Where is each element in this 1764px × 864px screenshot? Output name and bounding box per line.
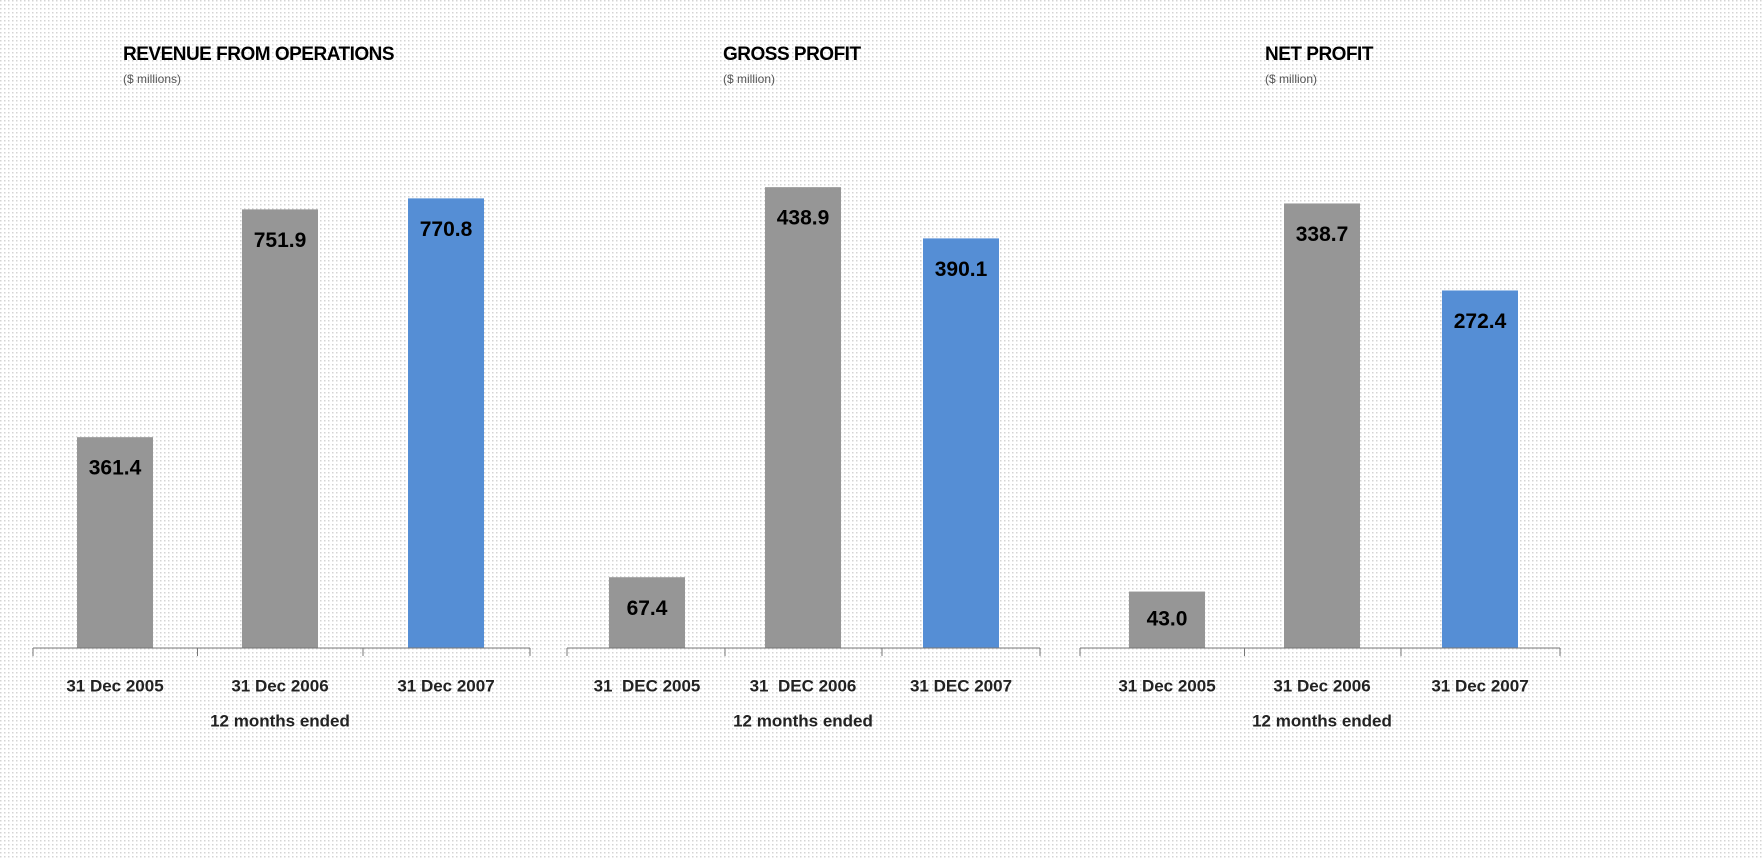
value-label: 361.4: [89, 457, 142, 480]
bar: [1129, 591, 1205, 648]
bar: [408, 198, 484, 648]
value-label: 390.1: [935, 258, 988, 281]
x-tick-label: 31 Dec 2005: [1118, 676, 1215, 695]
bar: [1284, 203, 1360, 649]
value-label: 67.4: [627, 597, 668, 620]
x-tick-label: 31 DEC 2006: [750, 676, 857, 695]
chart-title: REVENUE FROM OPERATIONS: [123, 44, 394, 65]
x-tick-label: 31 Dec 2007: [1431, 676, 1528, 695]
value-label: 43.0: [1147, 607, 1188, 630]
x-axis-label: 12 months ended: [1252, 711, 1392, 730]
chart-title: GROSS PROFIT: [723, 44, 861, 65]
bar: [923, 238, 999, 648]
x-tick-label: 31 DEC 2005: [594, 676, 701, 695]
value-label: 338.7: [1296, 223, 1349, 246]
bar: [242, 209, 318, 648]
x-tick-label: 31 Dec 2005: [66, 676, 163, 695]
bar: [765, 187, 841, 648]
chart-title: NET PROFIT: [1265, 44, 1374, 65]
value-label: 272.4: [1454, 310, 1507, 333]
bar: [1442, 290, 1518, 648]
bar: [77, 437, 153, 648]
x-axis-label: 12 months ended: [733, 711, 873, 730]
chart-subtitle: ($ million): [1265, 72, 1317, 86]
value-label: 770.8: [420, 218, 473, 241]
x-tick-label: 31 DEC 2007: [910, 676, 1012, 695]
value-label: 438.9: [777, 207, 830, 230]
chart-subtitle: ($ million): [723, 72, 775, 86]
bar: [609, 577, 685, 648]
value-label: 751.9: [254, 229, 307, 252]
x-tick-label: 31 Dec 2006: [1273, 676, 1370, 695]
x-axis-label: 12 months ended: [210, 711, 350, 730]
chart-subtitle: ($ millions): [123, 72, 181, 86]
x-tick-label: 31 Dec 2007: [397, 676, 494, 695]
x-tick-label: 31 Dec 2006: [231, 676, 328, 695]
